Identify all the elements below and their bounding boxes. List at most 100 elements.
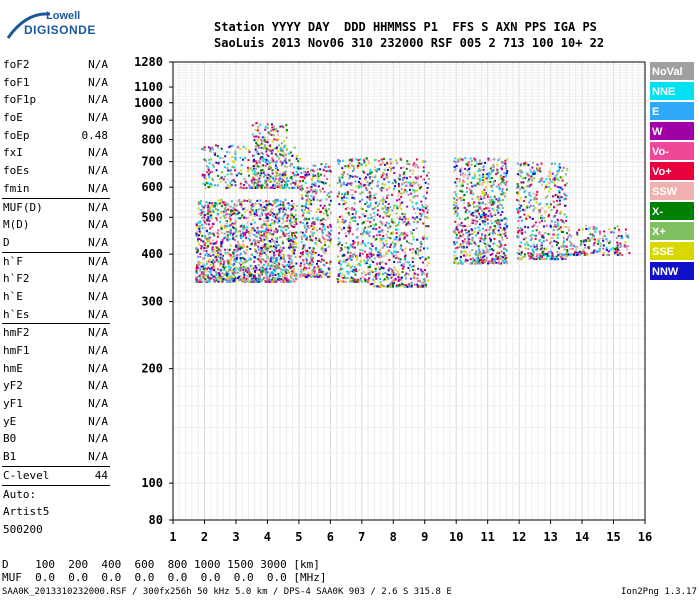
echo-point <box>303 226 306 229</box>
echo-point <box>299 270 302 273</box>
echo-point <box>249 239 252 242</box>
echo-point <box>220 202 223 205</box>
echo-point <box>539 178 542 181</box>
echo-point <box>260 204 263 207</box>
echo-point <box>553 206 556 209</box>
echo-point <box>346 277 349 280</box>
echo-point <box>201 227 204 230</box>
echo-point <box>421 282 424 285</box>
param-key: foF2 <box>3 58 30 71</box>
echo-point <box>527 214 530 217</box>
param-row-hes: h`Es N/A <box>2 306 110 324</box>
echo-traces <box>195 122 631 288</box>
echo-point <box>274 248 277 251</box>
echo-point <box>502 179 505 182</box>
echo-point <box>207 185 210 188</box>
echo-point <box>323 174 326 177</box>
echo-point <box>271 250 274 253</box>
echo-point <box>370 181 373 184</box>
echo-point <box>322 231 325 234</box>
echo-point <box>293 280 296 283</box>
echo-point <box>550 240 553 243</box>
echo-point <box>556 258 559 261</box>
echo-point <box>313 221 316 224</box>
echo-point <box>310 195 313 198</box>
echo-point <box>362 275 365 278</box>
echo-point <box>393 172 396 175</box>
echo-point <box>228 261 231 264</box>
echo-point <box>366 196 369 199</box>
echo-point <box>278 266 281 269</box>
echo-point <box>305 223 308 226</box>
echo-point <box>326 194 329 197</box>
echo-point <box>251 203 254 206</box>
echo-point <box>425 225 428 228</box>
echo-point <box>541 207 544 210</box>
echo-point <box>487 215 490 218</box>
echo-point <box>275 264 278 267</box>
echo-point <box>253 229 256 232</box>
echo-point <box>487 159 490 162</box>
echo-point <box>224 251 227 254</box>
echo-point <box>328 203 331 206</box>
echo-point <box>453 207 456 210</box>
echo-point <box>391 285 394 288</box>
echo-point <box>527 174 530 177</box>
echo-point <box>460 222 463 225</box>
echo-point <box>424 257 427 260</box>
echo-point <box>340 182 343 185</box>
echo-point <box>235 266 238 269</box>
echo-point <box>383 211 386 214</box>
echo-point <box>373 224 376 227</box>
echo-point <box>206 260 209 263</box>
echo-point <box>416 285 419 288</box>
echo-point <box>240 266 243 269</box>
echo-point <box>266 279 269 282</box>
echo-point <box>278 210 281 213</box>
echo-point <box>404 284 407 287</box>
echo-point <box>239 230 242 233</box>
param-group-muf: MUF(D) N/A M(D) N/A D N/A <box>2 197 110 252</box>
echo-point <box>355 158 358 161</box>
echo-point <box>291 253 294 256</box>
echo-point <box>381 223 384 226</box>
echo-point <box>211 209 214 212</box>
echo-point <box>398 185 401 188</box>
echo-point <box>503 172 506 175</box>
echo-point <box>293 220 296 223</box>
echo-point <box>500 260 503 263</box>
echo-point <box>542 236 545 239</box>
echo-point <box>500 219 503 222</box>
echo-point <box>215 274 218 277</box>
echo-point <box>323 190 326 193</box>
echo-point <box>265 269 268 272</box>
echo-point <box>482 210 485 213</box>
echo-point <box>386 276 389 279</box>
echo-point <box>292 237 295 240</box>
echo-point <box>502 227 505 230</box>
echo-point <box>229 218 232 221</box>
echo-point <box>393 221 396 224</box>
echo-point <box>308 246 311 249</box>
echo-point <box>305 261 308 264</box>
echo-point <box>472 240 475 243</box>
echo-point <box>224 236 227 239</box>
echo-point <box>468 233 471 236</box>
echo-point <box>253 268 256 271</box>
echo-point <box>404 277 407 280</box>
echo-point <box>337 218 340 221</box>
echo-point <box>221 258 224 261</box>
echo-point <box>266 280 269 283</box>
echo-point <box>219 262 222 265</box>
echo-point <box>371 179 374 182</box>
echo-point <box>237 271 240 274</box>
echo-point <box>271 214 274 217</box>
echo-point <box>492 169 495 172</box>
echo-point <box>537 208 540 211</box>
echo-point <box>223 232 226 235</box>
echo-point <box>289 243 292 246</box>
echo-point <box>316 208 319 211</box>
echo-point <box>235 235 238 238</box>
echo-point <box>354 268 357 271</box>
echo-point <box>562 257 565 260</box>
